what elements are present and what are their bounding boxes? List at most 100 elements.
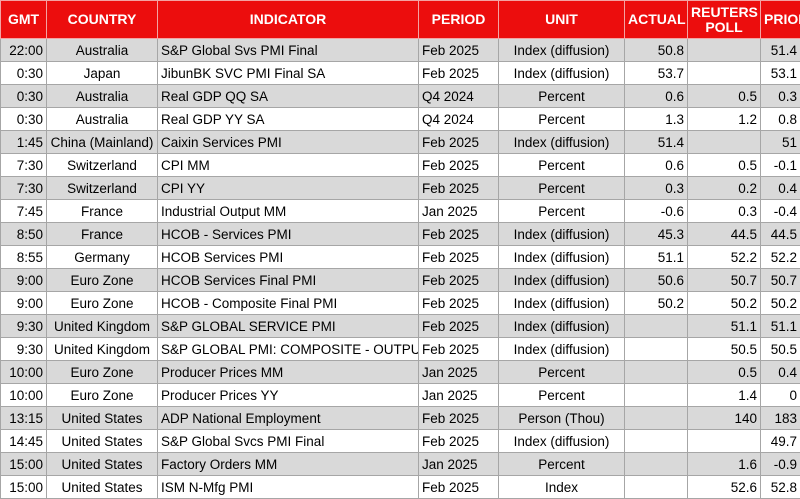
cell-actual: -0.6 <box>625 200 688 223</box>
cell-gmt: 10:00 <box>1 384 47 407</box>
cell-period: Feb 2025 <box>419 246 499 269</box>
cell-actual: 50.2 <box>625 292 688 315</box>
cell-indicator: ADP National Employment <box>158 407 419 430</box>
cell-indicator: Producer Prices YY <box>158 384 419 407</box>
cell-reuters-poll <box>688 131 761 154</box>
cell-period: Feb 2025 <box>419 430 499 453</box>
cell-prior: -0.4 <box>761 200 800 223</box>
cell-unit: Index (diffusion) <box>499 269 625 292</box>
cell-prior: 0.8 <box>761 108 800 131</box>
cell-gmt: 9:30 <box>1 338 47 361</box>
cell-prior: 51.1 <box>761 315 800 338</box>
cell-indicator: CPI MM <box>158 154 419 177</box>
cell-actual: 51.1 <box>625 246 688 269</box>
cell-reuters-poll: 0.5 <box>688 154 761 177</box>
cell-country: United Kingdom <box>47 338 158 361</box>
cell-unit: Index (diffusion) <box>499 315 625 338</box>
cell-gmt: 7:45 <box>1 200 47 223</box>
cell-reuters-poll: 140 <box>688 407 761 430</box>
cell-actual <box>625 453 688 476</box>
cell-prior: 53.1 <box>761 62 800 85</box>
cell-reuters-poll: 50.5 <box>688 338 761 361</box>
cell-actual <box>625 384 688 407</box>
cell-country: Euro Zone <box>47 269 158 292</box>
cell-country: United Kingdom <box>47 315 158 338</box>
cell-gmt: 7:30 <box>1 177 47 200</box>
cell-country: Australia <box>47 39 158 62</box>
cell-indicator: CPI YY <box>158 177 419 200</box>
cell-reuters-poll: 0.2 <box>688 177 761 200</box>
cell-actual <box>625 430 688 453</box>
cell-period: Feb 2025 <box>419 39 499 62</box>
cell-prior: -0.1 <box>761 154 800 177</box>
cell-country: Switzerland <box>47 154 158 177</box>
cell-period: Feb 2025 <box>419 223 499 246</box>
header-period: PERIOD <box>419 1 499 39</box>
cell-gmt: 0:30 <box>1 62 47 85</box>
cell-actual: 50.6 <box>625 269 688 292</box>
header-country: COUNTRY <box>47 1 158 39</box>
cell-country: Euro Zone <box>47 361 158 384</box>
cell-prior: 50.5 <box>761 338 800 361</box>
cell-reuters-poll: 0.5 <box>688 361 761 384</box>
cell-prior: 49.7 <box>761 430 800 453</box>
cell-indicator: Industrial Output MM <box>158 200 419 223</box>
header-reuters-poll: REUTERS POLL <box>688 1 761 39</box>
cell-unit: Index (diffusion) <box>499 223 625 246</box>
cell-gmt: 10:00 <box>1 361 47 384</box>
cell-reuters-poll: 50.2 <box>688 292 761 315</box>
cell-prior: 44.5 <box>761 223 800 246</box>
cell-reuters-poll: 50.7 <box>688 269 761 292</box>
cell-actual <box>625 407 688 430</box>
cell-gmt: 22:00 <box>1 39 47 62</box>
table-header: GMT COUNTRY INDICATOR PERIOD UNIT ACTUAL… <box>1 1 800 39</box>
cell-unit: Percent <box>499 154 625 177</box>
cell-period: Feb 2025 <box>419 476 499 499</box>
cell-gmt: 9:30 <box>1 315 47 338</box>
cell-period: Feb 2025 <box>419 154 499 177</box>
cell-period: Feb 2025 <box>419 177 499 200</box>
cell-country: Euro Zone <box>47 384 158 407</box>
cell-actual <box>625 315 688 338</box>
cell-indicator: Real GDP YY SA <box>158 108 419 131</box>
cell-prior: 51.4 <box>761 39 800 62</box>
cell-unit: Percent <box>499 108 625 131</box>
cell-gmt: 9:00 <box>1 269 47 292</box>
cell-prior: 51 <box>761 131 800 154</box>
cell-period: Q4 2024 <box>419 85 499 108</box>
cell-reuters-poll: 1.4 <box>688 384 761 407</box>
cell-period: Jan 2025 <box>419 453 499 476</box>
cell-prior: 52.2 <box>761 246 800 269</box>
cell-unit: Percent <box>499 177 625 200</box>
cell-period: Q4 2024 <box>419 108 499 131</box>
cell-period: Feb 2025 <box>419 292 499 315</box>
cell-actual: 0.6 <box>625 154 688 177</box>
cell-gmt: 0:30 <box>1 108 47 131</box>
cell-indicator: ISM N-Mfg PMI <box>158 476 419 499</box>
cell-reuters-poll: 44.5 <box>688 223 761 246</box>
cell-actual: 50.8 <box>625 39 688 62</box>
cell-actual: 45.3 <box>625 223 688 246</box>
cell-reuters-poll: 52.2 <box>688 246 761 269</box>
cell-unit: Index (diffusion) <box>499 338 625 361</box>
header-row: GMT COUNTRY INDICATOR PERIOD UNIT ACTUAL… <box>1 1 800 39</box>
cell-unit: Percent <box>499 85 625 108</box>
cell-unit: Index (diffusion) <box>499 246 625 269</box>
header-indicator: INDICATOR <box>158 1 419 39</box>
cell-reuters-poll: 1.2 <box>688 108 761 131</box>
cell-reuters-poll: 1.6 <box>688 453 761 476</box>
